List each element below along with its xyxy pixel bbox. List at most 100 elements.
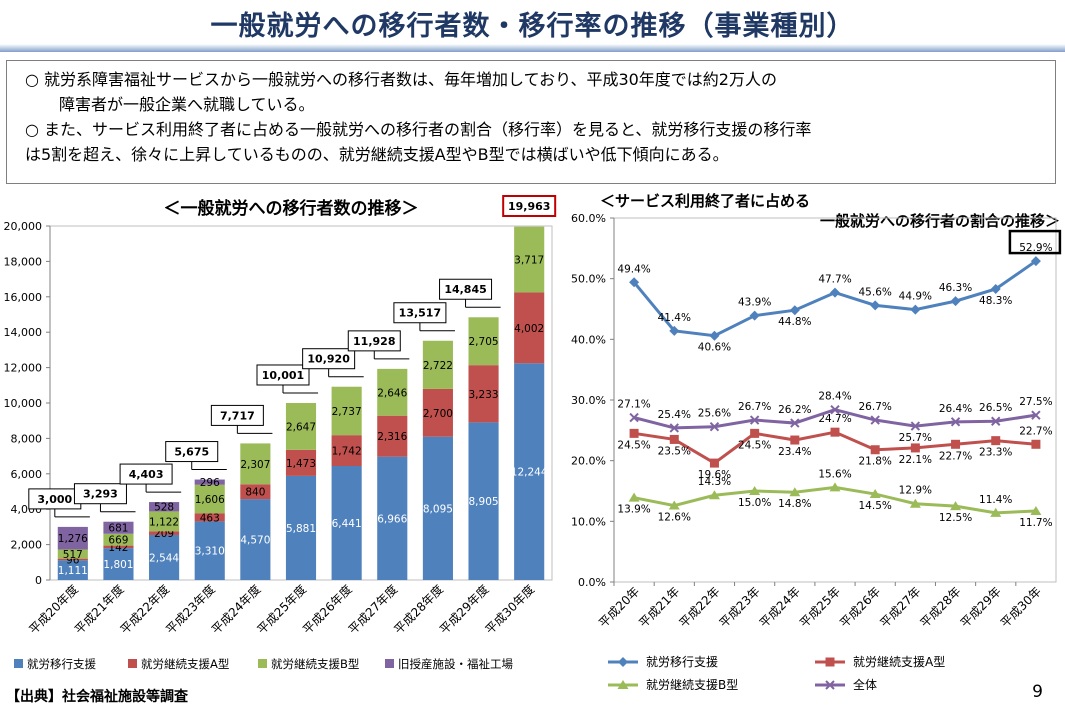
bar-segment [194,513,225,522]
summary-box: ○ 就労系障害福祉サービスから一般就労への移行者数は、毎年増加しており、平成30… [6,60,1056,184]
bar-segment [331,386,362,436]
line-point-marker [749,310,760,321]
bar-total-box [393,302,447,324]
bar-y-tick-label: 16,000 [4,291,43,304]
line-data-label: 47.7% [818,274,851,286]
line-data-label: 24.5% [617,439,650,451]
bar-segment [103,521,134,534]
line-point-marker [789,305,800,316]
line-point-marker [990,283,1001,294]
bar-total-label: 3,000 [37,493,72,506]
line-data-label: 21.8% [859,456,892,468]
bar-data-label: 6,966 [377,513,407,525]
bar-data-label: 3,233 [469,389,499,401]
bar-segment [422,436,453,580]
line-point-marker [628,492,640,502]
line-data-label: 49.4% [617,263,650,275]
bar-segment [149,534,180,580]
bar-legend-swatch [14,659,23,668]
summary-bullet-1-line-1: ○ 就労系障害福祉サービスから一般就労への移行者数は、毎年増加しており、平成30… [25,70,777,89]
bar-total-label: 10,001 [262,369,304,382]
bar-data-label: 2,705 [469,336,499,348]
line-data-label: 46.3% [939,282,972,294]
bar-legend-swatch [385,659,394,668]
line-data-label: 23.3% [979,447,1012,459]
bar-segment [514,226,545,293]
line-point-marker [825,680,835,690]
bar-x-tick-label: 平成30年度 [482,582,537,637]
source-note: 【出典】社会福祉施設等調査 [6,689,188,705]
line-point-marker [629,412,639,423]
summary-bullet-2-line-2: は5割を超え、徐々に上昇しているものの、就労継続支援A型やB型では横ばいや低下傾… [25,145,729,164]
line-point-marker [669,434,679,444]
line-y-tick-label: 10.0% [571,515,606,528]
line-point-marker [629,277,640,288]
bar-data-label: 2,647 [286,421,316,433]
line-point-marker [709,421,720,432]
line-y-tick-label: 60.0% [571,212,606,225]
line-data-label: 11.4% [979,494,1012,506]
line-point-marker [618,657,628,667]
bar-data-label: 4,002 [514,323,544,335]
bar-total-box [347,330,401,352]
line-y-tick-label: 0.0% [578,576,606,589]
line-data-label: 13.9% [617,504,650,516]
bar-segment [240,499,271,580]
bar-legend-label: 就労継続支援A型 [141,657,229,671]
bar-data-label: 681 [108,523,128,535]
line-series-path [632,259,1037,338]
line-data-label: 23.4% [778,446,811,458]
bar-y-tick-label: 0 [35,574,42,587]
bar-segment [149,511,180,532]
bar-data-label: 12,244 [511,467,548,479]
line-data-label: 14.3% [698,476,731,488]
line-x-tick-label: 平成20年 [596,584,642,630]
line-x-tick-label: 平成26年 [837,584,883,630]
line-data-label: 15.0% [738,497,771,509]
line-data-label: 22.7% [1019,425,1052,437]
bar-data-label: 2,307 [240,459,270,471]
page-title: 一般就労への移行者数・移行率の推移（事業種別） [210,11,855,42]
line-data-label: 45.6% [859,286,892,298]
line-x-tick-label: 平成29年 [958,584,1004,630]
line-data-label: 12.5% [939,512,972,524]
line-data-label: 22.1% [899,454,932,466]
bar-data-label: 517 [63,549,83,561]
bar-total-label: 14,845 [444,283,486,296]
bar-data-label: 1,606 [195,494,225,506]
line-point-marker [629,428,639,438]
bar-data-label: 2,646 [377,387,407,399]
bar-total-label: 11,928 [353,335,395,348]
bar-segment [377,368,408,416]
line-point-marker [991,416,1001,426]
bar-segment [103,545,134,549]
line-point-marker [668,500,680,510]
bar-data-label: 1,742 [332,446,362,458]
bar-segment [514,363,545,580]
line-data-label: 48.3% [979,295,1012,307]
bar-legend-label: 就労移行支援 [27,657,96,671]
line-data-label: 11.7% [1019,517,1052,529]
bar-total-label: 10,920 [307,353,350,366]
line-point-marker [1031,439,1041,449]
bar-segment [377,415,408,457]
line-point-marker [950,501,962,511]
line-legend-label: 就労継続支援B型 [646,677,738,690]
line-highlight-box [1008,229,1062,255]
line-data-label: 12.6% [658,512,691,524]
line-point-marker [830,427,840,437]
bar-segment [57,549,88,559]
bar-legend-label: 就労継続支援B型 [271,657,359,671]
line-data-label: 26.7% [738,401,771,413]
line-x-tick-label: 平成23年 [717,584,763,630]
line-data-label: 26.2% [778,404,811,416]
bar-y-tick-label: 8,000 [11,432,43,445]
line-y-tick-label: 30.0% [571,394,606,407]
line-point-marker [708,490,720,500]
line-point-marker [951,439,961,449]
bar-segment [377,456,408,580]
line-data-label: 26.5% [979,402,1012,414]
bar-chart: ＜一般就労への移行者数の推移＞02,0004,0006,0008,00010,0… [4,195,557,671]
line-point-marker [709,330,720,341]
line-legend-label: 就労継続支援A型 [853,654,945,669]
